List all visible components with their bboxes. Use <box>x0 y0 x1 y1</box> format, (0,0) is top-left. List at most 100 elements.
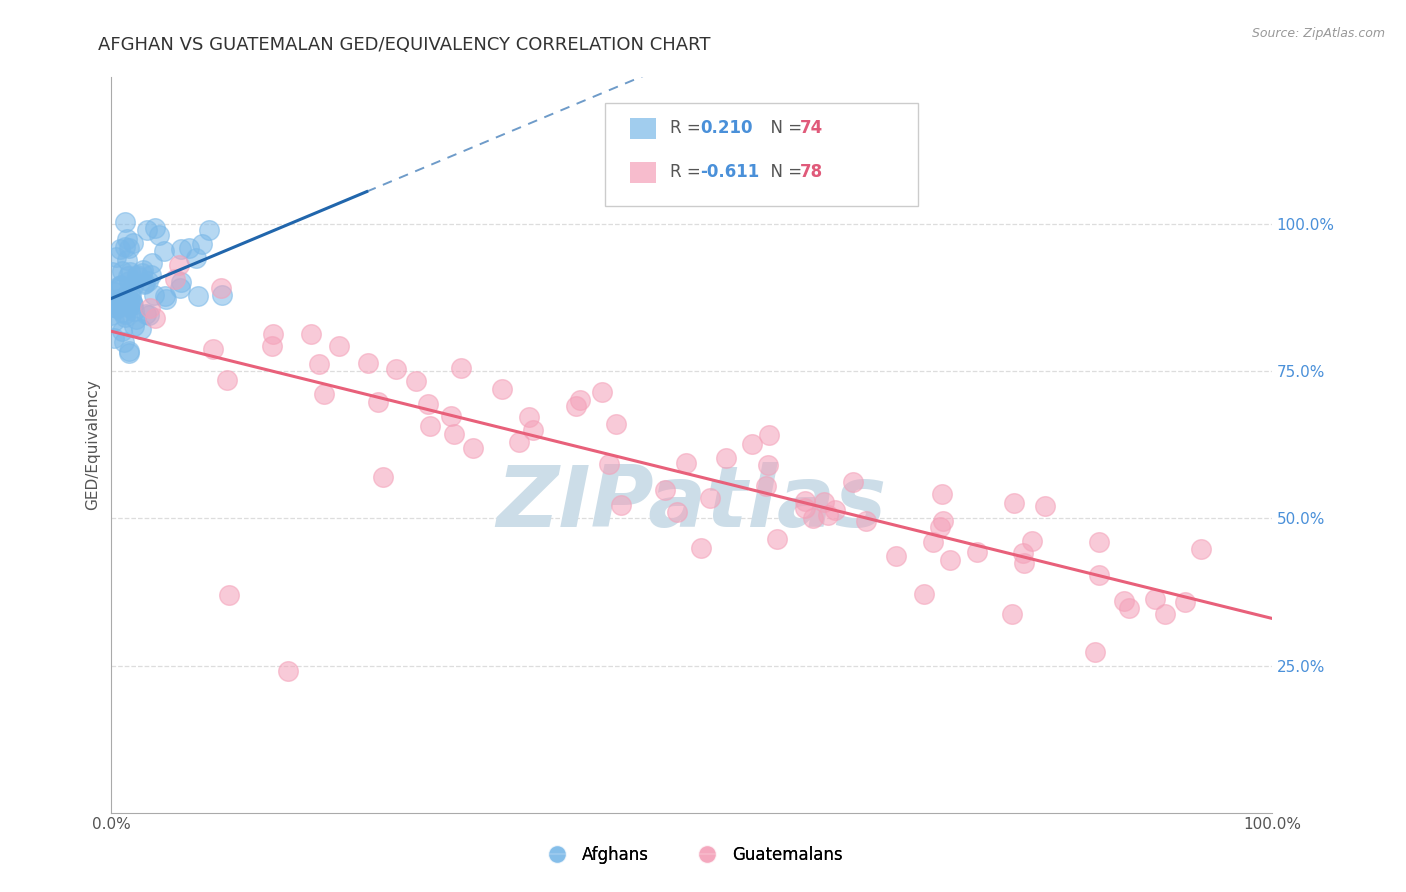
Point <box>170 276 193 290</box>
Point <box>121 295 143 310</box>
Point <box>132 263 155 277</box>
Point <box>118 298 141 312</box>
Point <box>517 409 540 424</box>
Point <box>103 296 125 310</box>
Point <box>122 279 145 293</box>
Point <box>103 300 125 314</box>
Point <box>1189 541 1212 556</box>
Point <box>127 269 149 284</box>
Point <box>135 307 157 321</box>
Text: Source: ZipAtlas.com: Source: ZipAtlas.com <box>1251 27 1385 40</box>
Point <box>931 486 953 500</box>
Point <box>118 344 141 359</box>
Point <box>758 427 780 442</box>
Point <box>1153 607 1175 622</box>
Point <box>371 470 394 484</box>
Point <box>148 228 170 243</box>
Point <box>117 268 139 283</box>
Point <box>100 308 122 322</box>
Point <box>108 297 131 311</box>
Point <box>419 418 441 433</box>
Point <box>197 223 219 237</box>
Point <box>565 399 588 413</box>
Point <box>114 307 136 321</box>
Point <box>699 491 721 506</box>
FancyBboxPatch shape <box>630 118 655 139</box>
Point <box>801 510 824 524</box>
Point <box>666 505 689 519</box>
Point <box>714 451 737 466</box>
Point <box>939 553 962 567</box>
Point <box>118 241 141 255</box>
Point <box>114 240 136 254</box>
Text: -0.611: -0.611 <box>700 163 759 181</box>
Point <box>117 300 139 314</box>
Point <box>1033 499 1056 513</box>
Point <box>136 274 159 288</box>
Point <box>912 587 935 601</box>
Point <box>765 532 787 546</box>
Point <box>118 346 141 360</box>
Point <box>114 215 136 229</box>
Point <box>169 258 191 272</box>
Point <box>187 288 209 302</box>
Point <box>211 287 233 301</box>
Point <box>598 457 620 471</box>
Point <box>813 495 835 509</box>
Point <box>184 251 207 265</box>
Point <box>299 326 322 341</box>
Point <box>129 322 152 336</box>
Point <box>675 457 697 471</box>
Point <box>817 508 839 522</box>
Point <box>142 287 165 301</box>
FancyBboxPatch shape <box>605 103 918 206</box>
Point <box>141 256 163 270</box>
Point <box>122 298 145 312</box>
Point <box>108 279 131 293</box>
Point <box>1002 495 1025 509</box>
Point <box>110 279 132 293</box>
Point <box>122 235 145 250</box>
Point <box>125 311 148 326</box>
Point <box>111 304 134 318</box>
Text: N =: N = <box>761 120 807 137</box>
Point <box>443 426 465 441</box>
Point <box>568 393 591 408</box>
Point <box>439 409 461 424</box>
Point <box>277 665 299 679</box>
Point <box>131 266 153 280</box>
Point <box>824 503 846 517</box>
Text: 78: 78 <box>800 163 823 181</box>
Point <box>103 331 125 345</box>
Point <box>127 268 149 282</box>
Point <box>117 253 139 268</box>
Point <box>793 494 815 508</box>
Text: AFGHAN VS GUATEMALAN GED/EQUIVALENCY CORRELATION CHART: AFGHAN VS GUATEMALAN GED/EQUIVALENCY COR… <box>98 36 711 54</box>
Point <box>1084 644 1107 658</box>
Point <box>357 356 380 370</box>
Point <box>312 387 335 401</box>
Point <box>741 436 763 450</box>
Point <box>1114 593 1136 607</box>
Point <box>794 500 817 515</box>
Point <box>841 475 863 490</box>
Point <box>118 264 141 278</box>
Point <box>112 335 135 350</box>
Point <box>966 545 988 559</box>
Point <box>491 382 513 396</box>
Point <box>1014 557 1036 571</box>
Point <box>124 303 146 318</box>
Text: 74: 74 <box>800 120 823 137</box>
Point <box>1118 601 1140 615</box>
Point <box>755 479 778 493</box>
Text: R =: R = <box>669 120 706 137</box>
Point <box>120 288 142 302</box>
Point <box>610 498 633 512</box>
Point <box>115 232 138 246</box>
Point <box>134 276 156 290</box>
Point <box>170 242 193 256</box>
Point <box>921 535 943 549</box>
Point <box>215 373 238 387</box>
Point <box>328 339 350 353</box>
Point <box>111 325 134 339</box>
